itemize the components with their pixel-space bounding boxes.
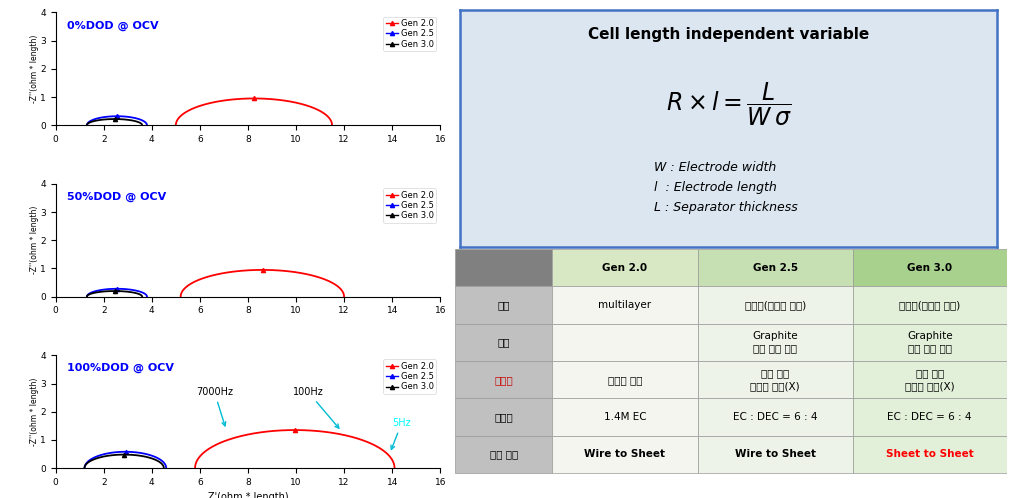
Text: Graphite
면간 거리 넓힙: Graphite 면간 거리 넓힙 (752, 331, 798, 354)
Bar (551, 324, 698, 361)
Text: 단순화(부직포 제외): 단순화(부직포 제외) (898, 300, 959, 310)
Text: 5Hz: 5Hz (390, 418, 410, 449)
Text: 50%DOD @ OCV: 50%DOD @ OCV (67, 192, 166, 202)
Text: Graphite
면간 거리 넓힙: Graphite 면간 거리 넓힙 (906, 331, 951, 354)
Y-axis label: -Z''(ohm * length): -Z''(ohm * length) (29, 377, 38, 446)
Legend: Gen 2.0, Gen 2.5, Gen 3.0: Gen 2.0, Gen 2.5, Gen 3.0 (383, 188, 436, 223)
Text: 전지 형태: 전지 형태 (489, 449, 518, 459)
Bar (851, 286, 1006, 324)
Bar (851, 249, 1006, 286)
Text: EC : DEC = 6 : 4: EC : DEC = 6 : 4 (732, 412, 817, 422)
Bar (851, 436, 1006, 473)
Text: Cell length independent variable: Cell length independent variable (587, 26, 868, 41)
Text: EC : DEC = 6 : 4: EC : DEC = 6 : 4 (887, 412, 971, 422)
Text: 전해액: 전해액 (493, 412, 513, 422)
Bar (551, 361, 698, 398)
Text: 100Hz: 100Hz (292, 387, 339, 428)
Text: 7000Hz: 7000Hz (195, 387, 233, 426)
Bar (851, 398, 1006, 436)
Text: Wire to Sheet: Wire to Sheet (734, 449, 815, 459)
Text: Gen 2.5: Gen 2.5 (752, 262, 797, 273)
Text: Gen 2.0: Gen 2.0 (602, 262, 647, 273)
Bar (455, 324, 551, 361)
Bar (551, 286, 698, 324)
Bar (455, 436, 551, 473)
Text: Wire to Sheet: Wire to Sheet (584, 449, 665, 459)
Bar (698, 324, 851, 361)
Bar (698, 398, 851, 436)
Text: 세라믹 코팅: 세라믹 코팅 (608, 374, 642, 384)
Bar (698, 286, 851, 324)
Bar (698, 249, 851, 286)
Bar (551, 398, 698, 436)
Text: 1.4M EC: 1.4M EC (604, 412, 646, 422)
Text: 두께 감소
세라믹 코팅(X): 두께 감소 세라믹 코팅(X) (904, 369, 953, 391)
Bar (851, 324, 1006, 361)
Bar (851, 361, 1006, 398)
Bar (455, 398, 551, 436)
Text: multilayer: multilayer (598, 300, 651, 310)
X-axis label: Z'(ohm * length): Z'(ohm * length) (207, 493, 288, 498)
Bar (698, 436, 851, 473)
Legend: Gen 2.0, Gen 2.5, Gen 3.0: Gen 2.0, Gen 2.5, Gen 3.0 (383, 16, 436, 51)
Text: $R \times l = \dfrac{L}{W\,\sigma}$: $R \times l = \dfrac{L}{W\,\sigma}$ (665, 81, 791, 128)
Text: 100%DOD @ OCV: 100%DOD @ OCV (67, 363, 174, 374)
Bar (455, 286, 551, 324)
Y-axis label: -Z''(ohm * length): -Z''(ohm * length) (29, 206, 38, 274)
Text: 단순화(부직포 제외): 단순화(부직포 제외) (744, 300, 805, 310)
Text: 두께 감소
세라믹 코팅(X): 두께 감소 세라믹 코팅(X) (750, 369, 800, 391)
Text: 음극: 음극 (497, 337, 510, 347)
Text: Sheet to Sheet: Sheet to Sheet (885, 449, 973, 459)
Text: Gen 3.0: Gen 3.0 (906, 262, 951, 273)
Bar (455, 361, 551, 398)
Text: 분리막: 분리막 (493, 374, 513, 384)
Y-axis label: -Z''(ohm * length): -Z''(ohm * length) (29, 35, 38, 103)
Text: W : Electrode width
l  : Electrode length
L : Separator thickness: W : Electrode width l : Electrode length… (653, 161, 797, 214)
Legend: Gen 2.0, Gen 2.5, Gen 3.0: Gen 2.0, Gen 2.5, Gen 3.0 (383, 360, 436, 394)
Bar (551, 436, 698, 473)
Bar (551, 249, 698, 286)
Text: 양극: 양극 (497, 300, 510, 310)
Bar (698, 361, 851, 398)
Bar (455, 249, 551, 286)
Text: 0%DOD @ OCV: 0%DOD @ OCV (67, 20, 159, 30)
